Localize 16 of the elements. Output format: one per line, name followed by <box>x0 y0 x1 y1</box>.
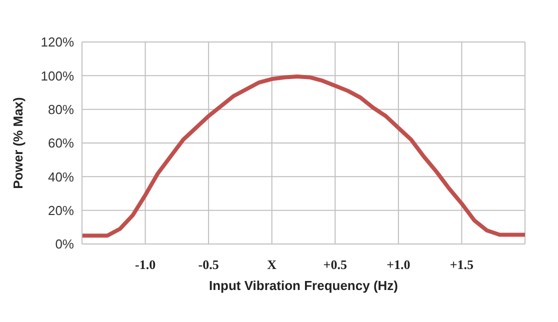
y-tick-label: 120% <box>40 34 74 50</box>
y-tick-label: 0% <box>55 236 74 252</box>
line-series <box>82 74 525 238</box>
x-tick-label: +1.5 <box>450 257 474 272</box>
x-tick-label: X <box>267 257 278 272</box>
y-axis-title: Power (% Max) <box>10 97 26 189</box>
x-tick-label: -1.0 <box>134 257 156 272</box>
y-tick-label: 20% <box>48 202 74 218</box>
x-tick-label: +0.5 <box>323 257 348 272</box>
y-tick-label: 80% <box>48 102 74 117</box>
x-axis-title: Input Vibration Frequency (Hz) <box>209 278 398 293</box>
y-tick-label: 40% <box>48 169 74 184</box>
y-tick-label: 60% <box>48 136 74 151</box>
y-tick-label: 100% <box>40 68 74 84</box>
x-tick-label: +1.0 <box>386 257 410 272</box>
x-tick-label: -0.5 <box>198 257 220 272</box>
